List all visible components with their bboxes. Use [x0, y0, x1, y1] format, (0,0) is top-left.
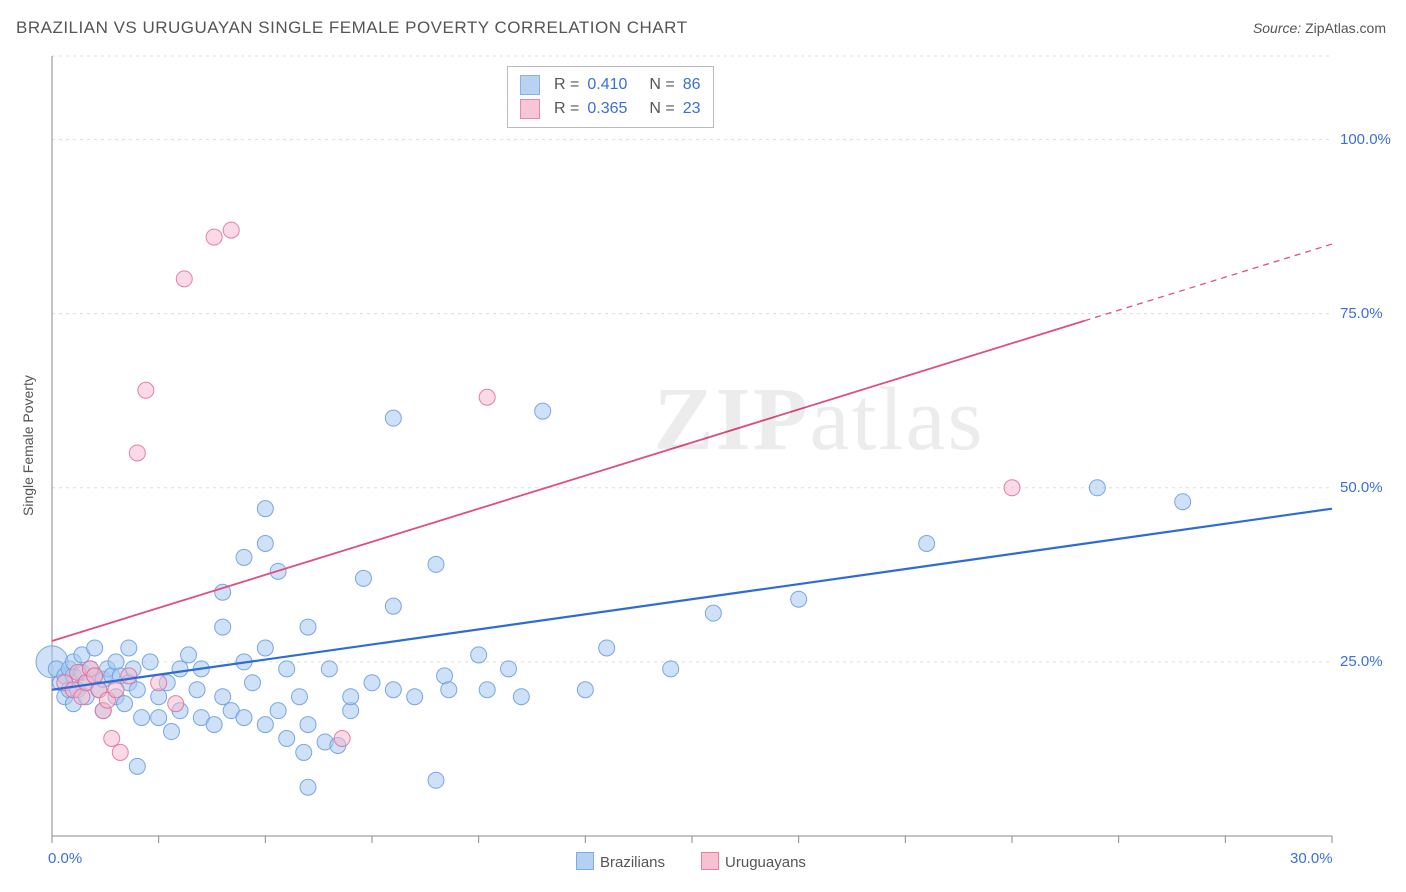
legend-swatch: [520, 99, 540, 119]
y-axis-label: Single Female Poverty: [20, 375, 36, 516]
stats-legend: R = 0.410 N = 86 R = 0.365 N = 23: [507, 66, 714, 128]
legend-swatch: [576, 852, 594, 870]
chart-title: BRAZILIAN VS URUGUAYAN SINGLE FEMALE POV…: [16, 18, 687, 38]
legend-swatch: [701, 852, 719, 870]
source-attribution: Source: ZipAtlas.com: [1253, 20, 1386, 36]
stat-r-label: R =: [554, 97, 579, 121]
y-tick-label: 100.0%: [1340, 131, 1391, 148]
chart-container: Single Female Poverty ZIPatlas R = 0.410…: [16, 46, 1390, 846]
x-tick-label: 30.0%: [1290, 850, 1333, 867]
x-tick-label: 0.0%: [48, 850, 82, 867]
y-tick-label: 25.0%: [1340, 653, 1383, 670]
legend-swatch: [520, 75, 540, 95]
stat-r-value: 0.365: [587, 97, 627, 121]
series-legend-entry: Brazilians: [576, 852, 665, 871]
stat-r-value: 0.410: [587, 73, 627, 97]
source-value: ZipAtlas.com: [1305, 20, 1386, 36]
scatter-chart: [16, 46, 1390, 892]
stat-n-value: 86: [683, 73, 701, 97]
y-tick-label: 50.0%: [1340, 479, 1383, 496]
series-name: Uruguayans: [725, 854, 806, 871]
stat-n-label: N =: [649, 97, 674, 121]
stat-n-value: 23: [683, 97, 701, 121]
source-label: Source:: [1253, 20, 1301, 36]
stat-r-label: R =: [554, 73, 579, 97]
series-legend-entry: Uruguayans: [701, 852, 806, 871]
series-name: Brazilians: [600, 854, 665, 871]
series-legend: Brazilians Uruguayans: [576, 852, 806, 871]
stats-legend-row: R = 0.365 N = 23: [520, 97, 701, 121]
y-tick-label: 75.0%: [1340, 305, 1383, 322]
stat-n-label: N =: [649, 73, 674, 97]
stats-legend-row: R = 0.410 N = 86: [520, 73, 701, 97]
